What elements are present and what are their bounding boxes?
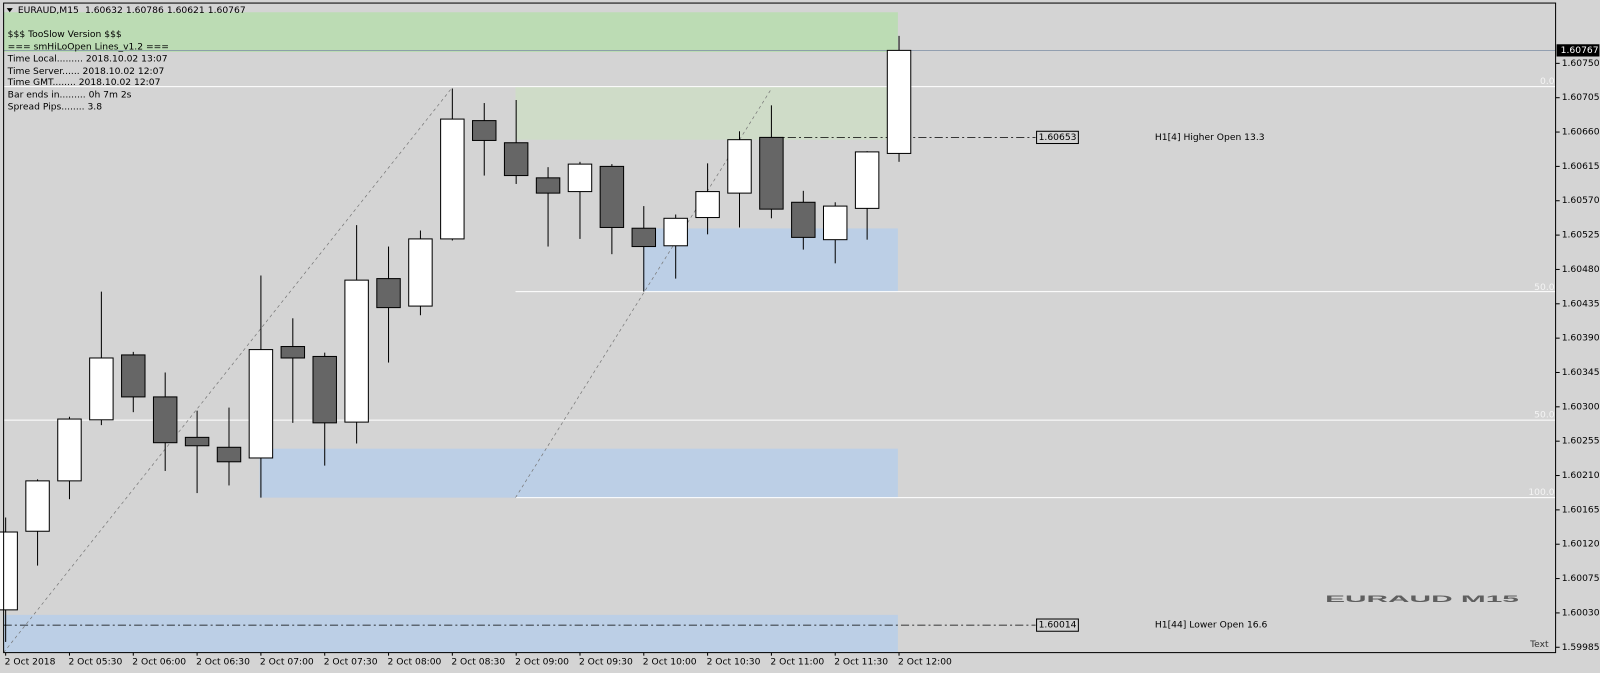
candle-body xyxy=(89,357,114,421)
y-tick-label: 1.60300 xyxy=(1562,401,1600,412)
info-line: Time Server...... 2018.10.02 12:07 xyxy=(7,66,165,77)
y-tick-label: 1.60255 xyxy=(1562,436,1600,447)
x-tick-label: 2 Oct 08:00 xyxy=(388,656,442,667)
fib-label: 0.0 xyxy=(1540,76,1555,87)
candle-body xyxy=(663,217,688,247)
y-tick-label: 1.60165 xyxy=(1562,504,1600,515)
x-tick-label: 2 Oct 07:00 xyxy=(260,656,314,667)
candle-body xyxy=(408,238,433,307)
corner-text[interactable]: Text xyxy=(1529,639,1549,650)
high-value: 1.60786 xyxy=(126,5,164,16)
supply-zone xyxy=(515,86,898,140)
y-tick-label: 1.60435 xyxy=(1562,298,1600,309)
level-text: H1[44] Lower Open 16.6 xyxy=(1155,620,1268,631)
current-price-box xyxy=(1556,44,1600,57)
info-line: Time Local......... 2018.10.02 13:07 xyxy=(7,54,168,65)
candle-body xyxy=(567,163,593,193)
chart-frame xyxy=(3,2,1557,654)
plot-area xyxy=(0,35,1556,642)
y-tick-label: 1.60390 xyxy=(1562,333,1600,344)
info-line: Spread Pips........ 3.8 xyxy=(8,102,103,113)
x-tick-label: 2 Oct 10:00 xyxy=(643,656,697,667)
y-tick-label: 1.60615 xyxy=(1562,161,1600,172)
info-line: Time GMT........ 2018.10.02 12:07 xyxy=(7,77,161,88)
x-tick-label: 2 Oct 06:00 xyxy=(132,656,186,667)
x-tick-label: 2 Oct 07:30 xyxy=(324,656,378,667)
candle-body xyxy=(57,418,82,482)
x-tick-label: 2 Oct 09:30 xyxy=(579,656,633,667)
y-tick-label: 1.60660 xyxy=(1562,127,1600,138)
collapse-icon[interactable] xyxy=(6,8,13,13)
candle-body xyxy=(216,446,242,463)
demand-zone xyxy=(259,448,898,498)
candle-body xyxy=(376,278,401,309)
header: EURAUD,M15 1.60632 1.60786 1.60621 1.60767 xyxy=(18,5,246,16)
candle-body xyxy=(535,177,561,194)
y-tick-label: 1.60210 xyxy=(1562,470,1600,481)
y-tick-label: 1.60480 xyxy=(1562,264,1600,275)
x-tick-label: 2 Oct 08:30 xyxy=(451,656,505,667)
info-line: $$$ TooSlow Version $$$ xyxy=(8,29,122,40)
level-box xyxy=(1036,618,1079,632)
x-tick-label: 2 Oct 10:30 xyxy=(707,656,761,667)
x-tick-label: 2 Oct 12:00 xyxy=(898,656,952,667)
candle-body xyxy=(759,136,784,210)
candle-body xyxy=(25,480,50,532)
candle-body xyxy=(631,227,657,248)
candle-body xyxy=(472,120,497,141)
y-tick-label: 1.60750 xyxy=(1562,58,1600,69)
candle-body xyxy=(0,531,18,611)
low-value: 1.60621 xyxy=(167,5,205,16)
candle-body xyxy=(280,346,306,359)
fib-label: 50.0 xyxy=(1534,410,1555,421)
open-value: 1.60632 xyxy=(85,5,123,16)
candle-body xyxy=(152,396,178,444)
candle-body xyxy=(440,118,465,240)
x-tick-label: 2 Oct 11:30 xyxy=(834,656,888,667)
demand-zone xyxy=(3,614,898,653)
symbol: EURAUD,M15 xyxy=(18,5,79,16)
current-price-label: 1.60767 xyxy=(1561,45,1599,56)
candle-body xyxy=(886,49,912,154)
y-tick-label: 1.59985 xyxy=(1562,642,1600,653)
y-tick-label: 1.60705 xyxy=(1562,92,1600,103)
level-box xyxy=(1036,130,1079,145)
candle-body xyxy=(312,355,337,424)
x-tick-label: 2 Oct 09:00 xyxy=(515,656,569,667)
watermark: EURAUD M15 xyxy=(1325,594,1519,604)
candle-body xyxy=(503,142,529,177)
x-tick-label: 2 Oct 2018 xyxy=(5,656,56,667)
supply-zone xyxy=(3,12,898,53)
y-tick-label: 1.60075 xyxy=(1562,573,1600,584)
y-tick-label: 1.60345 xyxy=(1562,367,1600,378)
y-tick-label: 1.60525 xyxy=(1562,230,1600,241)
x-tick-label: 2 Oct 05:30 xyxy=(68,656,122,667)
level-value: 1.60014 xyxy=(1039,620,1077,631)
fib-label: 100.0 xyxy=(1528,487,1554,498)
candle-body xyxy=(854,151,880,209)
fib-label: 50.0 xyxy=(1534,282,1555,293)
candle-body xyxy=(791,201,816,238)
candle-body xyxy=(344,279,369,423)
level-text: H1[4] Higher Open 13.3 xyxy=(1155,132,1265,143)
candle-body xyxy=(822,205,848,241)
y-tick-label: 1.60570 xyxy=(1562,195,1600,206)
close-value: 1.60767 xyxy=(208,5,246,16)
candle-body xyxy=(695,191,720,219)
candle-body xyxy=(184,436,210,447)
fib-trendline xyxy=(515,88,772,498)
fib-trendline xyxy=(3,88,452,653)
candle-body xyxy=(727,139,752,194)
candle-body xyxy=(599,165,625,228)
info-line: Bar ends in......... 0h 7m 2s xyxy=(8,89,132,100)
candle-body xyxy=(248,349,274,459)
y-tick-label: 1.60120 xyxy=(1562,539,1600,550)
candle-body xyxy=(121,354,146,398)
x-tick-label: 2 Oct 06:30 xyxy=(196,656,250,667)
x-tick-label: 2 Oct 11:00 xyxy=(770,656,824,667)
level-value: 1.60653 xyxy=(1039,132,1077,143)
info-line: === smHiLoOpen Lines_v1.2 === xyxy=(8,41,169,52)
y-tick-label: 1.60030 xyxy=(1562,607,1600,618)
